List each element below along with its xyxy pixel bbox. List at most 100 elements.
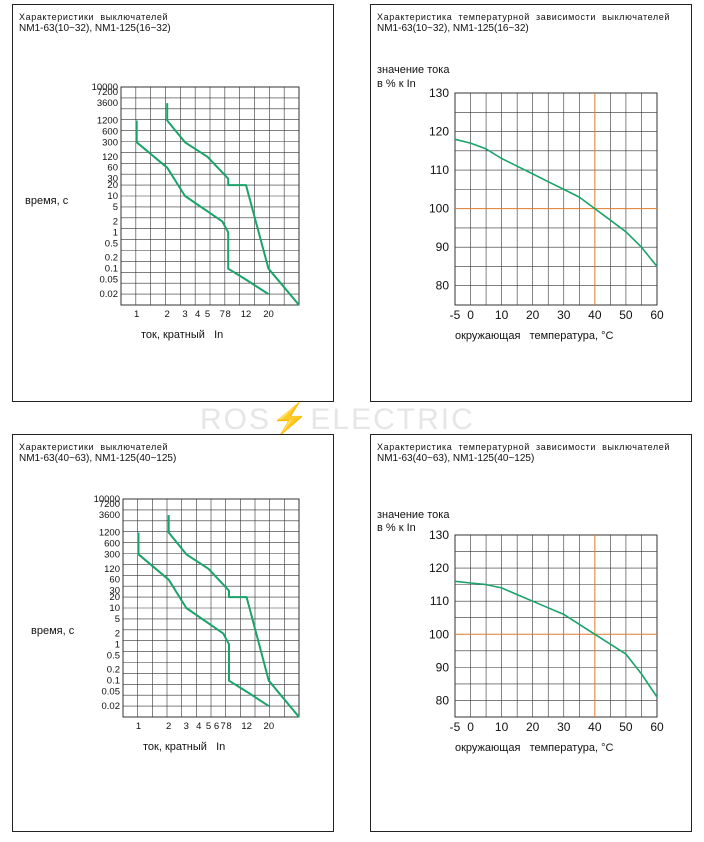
y-tick-label: 0.05 (100, 275, 119, 286)
y-tick-label: 0.2 (105, 253, 118, 264)
plot-frame (454, 92, 658, 306)
y-axis-label-line1: значение тока (377, 64, 450, 76)
x-tick-label: 4 (195, 309, 200, 320)
panel-time-current-2: Характеристики выключателей NM1-63(40~63… (12, 434, 334, 832)
time-current-chart: 10000720036001200600300120603020105210.5… (94, 494, 300, 732)
y-axis-label-line2: в % к In (377, 522, 416, 534)
panel-title-line1: Характеристики выключателей (19, 442, 169, 452)
y-tick-label: 120 (429, 125, 449, 139)
x-tick-label: 2 (166, 721, 171, 732)
panel-title-line1: Характеристики выключателей (19, 12, 169, 22)
y-tick-label: 0.5 (107, 650, 120, 661)
panel-temperature-1: Характеристика температурной зависимости… (370, 4, 692, 402)
y-tick-label: 30 (109, 586, 120, 597)
panel-time-current-1: Характеристики выключателей NM1-63(10~32… (12, 4, 334, 402)
x-tick-label: 2 (165, 309, 170, 320)
trip-curve-upper (166, 103, 300, 306)
x-axis-label: окружающая температура, °C (455, 330, 614, 342)
y-tick-label: 30 (107, 174, 118, 185)
y-tick-label: 1200 (99, 527, 120, 538)
y-tick-label: 80 (436, 279, 450, 293)
x-tick-label: 1 (134, 309, 139, 320)
watermark-bolt-icon: ⚡ (271, 403, 311, 436)
y-tick-label: 120 (104, 564, 120, 575)
x-tick-label: 12 (241, 309, 252, 320)
y-axis-label-line1: значение тока (377, 509, 450, 521)
x-tick-label: 50 (619, 720, 633, 734)
x-tick-label: 30 (557, 720, 571, 734)
y-tick-label: 0.5 (105, 238, 118, 249)
y-tick-label: 130 (429, 528, 449, 542)
y-axis-label-line2: в % к In (377, 78, 416, 90)
y-tick-label: 10000 (92, 82, 118, 93)
x-tick-label: 5 (206, 721, 211, 732)
y-tick-label: 1 (113, 227, 118, 238)
y-tick-label: 110 (430, 594, 449, 608)
y-tick-label: 0.05 (102, 687, 121, 698)
y-tick-label: 120 (429, 561, 449, 575)
x-tick-label: 8 (226, 721, 231, 732)
y-tick-label: 2 (115, 628, 120, 639)
x-tick-label: 12 (241, 721, 252, 732)
x-tick-label: 20 (264, 721, 275, 732)
x-tick-label: 60 (650, 308, 664, 322)
x-tick-label: 10 (495, 308, 509, 322)
panel-title-line2: NM1-63(10~32), NM1-125(16~32) (19, 23, 171, 34)
panel-title-line1: Характеристика температурной зависимости… (377, 442, 670, 452)
y-tick-label: 7200 (97, 87, 118, 98)
trip-curve-lower (137, 532, 270, 707)
y-tick-label: 5 (113, 202, 118, 213)
y-tick-label: 130 (429, 86, 449, 100)
y-tick-label: 300 (104, 549, 120, 560)
y-tick-label: 1 (115, 639, 120, 650)
y-tick-label: 3600 (99, 510, 120, 521)
y-tick-label: 2 (113, 216, 118, 227)
panel-title-line1: Характеристика температурной зависимости… (377, 12, 670, 22)
x-tick-label: 6 (214, 721, 219, 732)
x-tick-label: 60 (650, 720, 664, 734)
y-tick-label: 80 (436, 693, 450, 707)
panel-temperature-2: Характеристика температурной зависимости… (370, 434, 692, 832)
y-tick-label: 0.1 (107, 676, 120, 687)
y-axis-label: время, с (31, 625, 75, 637)
y-tick-label: 10 (107, 191, 118, 202)
y-tick-label: 0.1 (105, 264, 118, 275)
watermark-right: ELECTRIC (310, 403, 475, 436)
x-tick-label: 8 (226, 309, 231, 320)
x-tick-label: 20 (526, 308, 540, 322)
x-tick-label: 0 (467, 308, 474, 322)
watermark: ROS⚡ELECTRIC (200, 402, 475, 437)
y-tick-label: 60 (107, 163, 118, 174)
watermark-left: ROS (200, 403, 272, 436)
y-tick-label: 10000 (94, 494, 120, 505)
time-current-chart: 10000720036001200600300120603020105210.5… (92, 82, 300, 320)
y-tick-label: 0.02 (100, 289, 119, 300)
y-tick-label: 600 (104, 538, 120, 549)
y-tick-label: 20 (107, 180, 118, 191)
y-tick-label: 20 (109, 592, 120, 603)
x-tick-label: 20 (526, 720, 540, 734)
y-tick-label: 1200 (97, 115, 118, 126)
x-tick-label: 50 (619, 308, 633, 322)
y-tick-label: 100 (429, 202, 449, 216)
temperature-curve (454, 580, 658, 698)
x-tick-label: -5 (450, 720, 461, 734)
x-tick-label: 40 (588, 720, 602, 734)
x-tick-label: 40 (588, 308, 602, 322)
plot-frame (454, 534, 658, 718)
y-tick-label: 120 (102, 152, 118, 163)
y-tick-label: 110 (430, 163, 449, 177)
x-tick-label: 1 (136, 721, 141, 732)
y-tick-label: 600 (102, 126, 118, 137)
y-tick-label: 300 (102, 137, 118, 148)
x-tick-label: 10 (495, 720, 509, 734)
x-tick-label: 4 (196, 721, 201, 732)
x-tick-label: 7 (221, 721, 226, 732)
x-tick-label: 3 (184, 721, 189, 732)
y-tick-label: 10 (109, 603, 120, 614)
y-tick-label: 0.2 (107, 665, 120, 676)
x-tick-label: 30 (557, 308, 571, 322)
x-tick-label: -5 (450, 308, 461, 322)
